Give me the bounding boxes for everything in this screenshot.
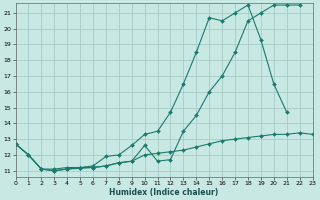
X-axis label: Humidex (Indice chaleur): Humidex (Indice chaleur) [109,188,219,197]
